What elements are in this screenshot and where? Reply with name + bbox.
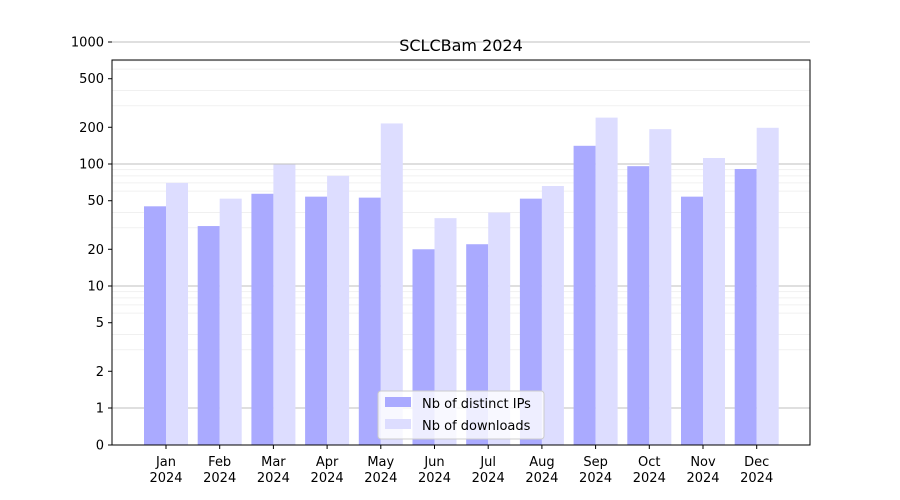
x-tick-label-year: 2024: [633, 471, 666, 486]
x-tick-label-month: Feb: [208, 455, 231, 470]
x-tick-label-month: Jan: [155, 455, 176, 470]
y-tick-label: 5: [96, 316, 104, 331]
y-tick-label: 200: [79, 121, 104, 136]
x-tick-label-month: Aug: [529, 455, 554, 470]
legend-swatch-downloads: [385, 419, 411, 429]
x-tick-label-year: 2024: [579, 471, 612, 486]
bar-downloads-dec: [756, 127, 779, 445]
bar-ips-feb: [197, 226, 220, 445]
bar-downloads-may: [380, 123, 403, 445]
bar-downloads-jun: [434, 218, 457, 445]
legend-frame: [377, 390, 545, 440]
bar-ips-sep: [573, 145, 596, 445]
bars: [144, 117, 779, 446]
y-axis: 0 1 2 5 10 20 50 100 200 500 1000: [71, 36, 112, 454]
x-tick-label-year: 2024: [149, 471, 182, 486]
bar-ips-may: [358, 197, 381, 445]
chart-title: SCLCBam 2024: [399, 36, 523, 55]
bar-downloads-sep: [595, 117, 618, 445]
y-tick-label: 1: [96, 402, 104, 417]
x-tick-label-year: 2024: [686, 471, 719, 486]
bar-ips-mar: [251, 193, 274, 445]
bar-ips-aug: [519, 198, 542, 445]
x-tick-label-year: 2024: [364, 471, 397, 486]
bar-downloads-jul: [488, 212, 511, 445]
x-tick-label-year: 2024: [203, 471, 236, 486]
x-tick-label-month: Jul: [479, 455, 496, 470]
plot-frame: [111, 59, 811, 446]
x-tick-label-year: 2024: [740, 471, 773, 486]
x-tick-label-month: May: [367, 455, 394, 470]
x-tick-label-month: Nov: [690, 455, 716, 470]
bar-downloads-nov: [703, 157, 725, 445]
x-tick-label-month: Apr: [316, 455, 339, 470]
x-tick-label-month: Jun: [423, 455, 444, 470]
x-axis: Jan2024Feb2024Mar2024Apr2024May2024Jun20…: [149, 445, 773, 486]
legend-label-ips: Nb of distinct IPs: [422, 397, 531, 412]
bar-ips-oct: [627, 166, 650, 445]
x-tick-label-year: 2024: [525, 471, 558, 486]
x-tick-label-month: Dec: [744, 455, 769, 470]
y-tick-label: 100: [79, 158, 104, 173]
y-tick-label: 50: [87, 194, 104, 209]
x-tick-label-month: Sep: [583, 455, 608, 470]
bar-ips-jan: [144, 206, 166, 445]
x-tick-label-year: 2024: [472, 471, 505, 486]
y-tick-label: 0: [96, 439, 104, 454]
y-tick-label: 500: [79, 72, 104, 87]
bar-downloads-apr: [327, 175, 350, 445]
x-tick-label-year: 2024: [257, 471, 290, 486]
legend-label-downloads: Nb of downloads: [422, 419, 531, 434]
x-tick-label-month: Oct: [638, 455, 660, 470]
legend: Nb of distinct IPs Nb of downloads: [377, 390, 545, 440]
bar-downloads-feb: [219, 198, 242, 445]
bar-downloads-oct: [649, 129, 672, 446]
bar-ips-apr: [305, 196, 328, 445]
x-tick-label-month: Mar: [261, 455, 286, 470]
y-tick-label: 10: [87, 280, 104, 295]
y-tick-label: 2: [96, 365, 104, 380]
y-tick-label: 20: [87, 243, 104, 258]
bar-downloads-mar: [273, 164, 296, 445]
legend-swatch-ips: [385, 397, 411, 407]
bar-downloads-aug: [541, 186, 564, 446]
y-tick-label: 1000: [71, 36, 104, 51]
bar-ips-dec: [734, 168, 757, 445]
bar-ips-nov: [681, 196, 703, 445]
x-tick-label-year: 2024: [418, 471, 451, 486]
x-tick-label-year: 2024: [311, 471, 344, 486]
bar-downloads-jan: [166, 182, 188, 445]
